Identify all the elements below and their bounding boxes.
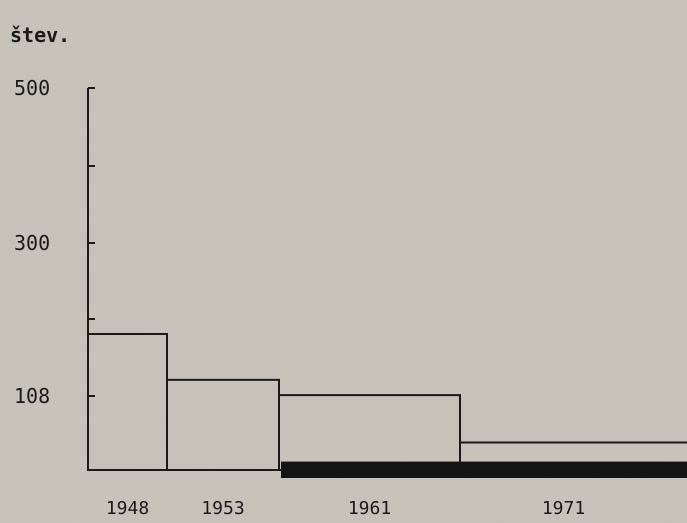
x-tick-label-1971: 1971 — [542, 498, 585, 519]
x-tick-label-1953: 1953 — [201, 498, 244, 519]
x-tick-label-1961: 1961 — [348, 498, 391, 519]
black-bar-1961 — [281, 461, 460, 478]
y-tick-label-108: 108 — [14, 384, 50, 408]
x-tick-label-1948: 1948 — [106, 498, 149, 519]
y-tick-label-300: 300 — [14, 231, 50, 255]
y-axis-label: štev. — [10, 23, 70, 47]
black-bar-1971 — [460, 461, 687, 478]
y-tick-label-500: 500 — [14, 76, 50, 100]
